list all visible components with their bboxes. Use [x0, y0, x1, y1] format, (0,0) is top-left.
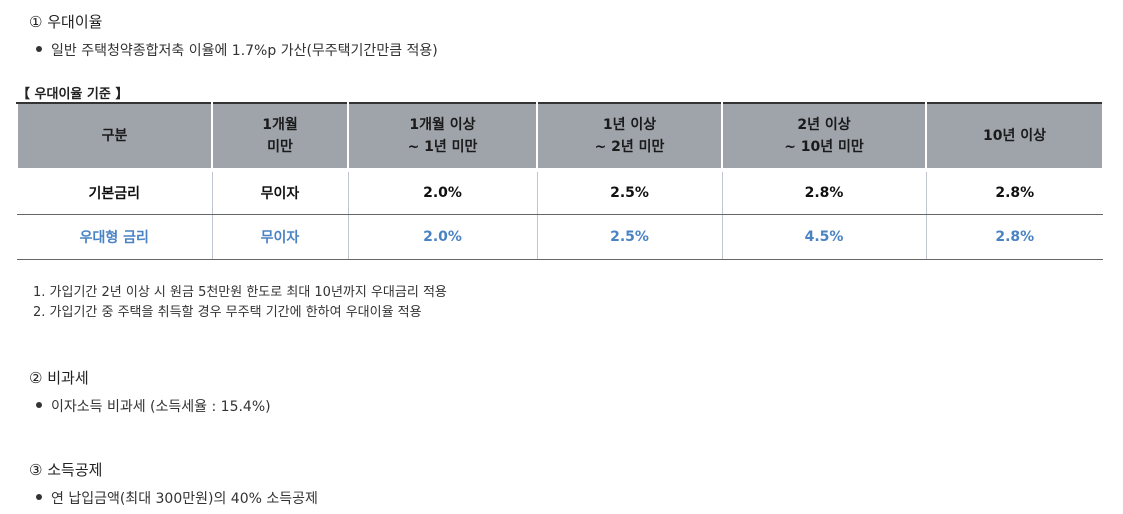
bullet-item-preferential-rate: 일반 주택청약종합저축 이율에 1.7%p 가산(무주택기간만큼 적용) [36, 40, 438, 60]
table-cell: 2.0% [347, 214, 537, 260]
bullet-text: 연 납입금액(최대 300만원)의 40% 소득공제 [51, 491, 318, 507]
table-cell: 2.0% [347, 168, 537, 215]
table-cell: 2.8% [925, 214, 1103, 260]
table-header-row: 구분 1개월 미만 1개월 이상 ~ 1년 미만 1년 이상 ~ 2년 미만 2년 이… [16, 102, 1104, 171]
note-item: 1. 가입기간 2년 이상 시 원금 5천만원 한도로 최대 10년까지 우대금… [33, 285, 447, 300]
preferential-rate-table: 구분 1개월 미만 1개월 이상 ~ 1년 미만 1년 이상 ~ 2년 미만 2년 이… [16, 102, 1104, 260]
bullet-dot-icon [36, 402, 42, 408]
table-cell: 무이자 [211, 168, 348, 215]
table-row-preferential-rate: 우대형 금리 무이자 2.0% 2.5% 4.5% 2.8% [17, 214, 1103, 260]
header-cell-1-to-2-years: 1년 이상 ~ 2년 미만 [536, 102, 723, 171]
bullet-item-tax-exemption: 이자소득 비과세 (소득세율 : 15.4%) [36, 396, 271, 416]
header-cell-10-years-plus: 10년 이상 [925, 102, 1104, 171]
bullet-dot-icon [36, 494, 42, 500]
table-caption: 【 우대이율 기준 】 [17, 87, 129, 102]
section-heading-income-deduction: ③ 소득공제 [29, 461, 103, 479]
table-cell: 2.5% [536, 168, 722, 215]
table-cell: 2.8% [721, 168, 926, 215]
bullet-text: 이자소득 비과세 (소득세율 : 15.4%) [51, 399, 271, 415]
bullet-text: 일반 주택청약종합저축 이율에 1.7%p 가산(무주택기간만큼 적용) [51, 43, 438, 59]
section-heading-preferential-rate: ① 우대이율 [29, 13, 103, 31]
note-item: 2. 가입기간 중 주택을 취득할 경우 무주택 기간에 한하여 우대이율 적용 [33, 305, 422, 320]
table-cell: 4.5% [721, 214, 926, 260]
row-label-preferential-rate: 우대형 금리 [17, 214, 212, 260]
row-label-base-rate: 기본금리 [17, 168, 212, 215]
table-row-base-rate: 기본금리 무이자 2.0% 2.5% 2.8% 2.8% [17, 168, 1103, 215]
table-cell: 2.5% [536, 214, 722, 260]
table-cell: 2.8% [925, 168, 1103, 215]
bullet-item-income-deduction: 연 납입금액(최대 300만원)의 40% 소득공제 [36, 488, 318, 508]
header-cell-2-to-10-years: 2년 이상 ~ 10년 미만 [721, 102, 927, 171]
table-notes: 1. 가입기간 2년 이상 시 원금 5천만원 한도로 최대 10년까지 우대금… [33, 283, 447, 323]
header-cell-1-month-to-1-year: 1개월 이상 ~ 1년 미만 [347, 102, 538, 171]
section-heading-tax-exemption: ② 비과세 [29, 369, 89, 387]
header-cell-under-1-month: 1개월 미만 [211, 102, 349, 171]
table-cell: 무이자 [211, 214, 348, 260]
header-cell-category: 구분 [16, 102, 213, 171]
bullet-dot-icon [36, 46, 42, 52]
